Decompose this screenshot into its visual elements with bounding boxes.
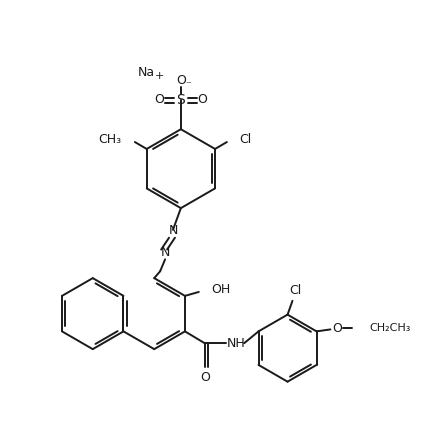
Text: N: N bbox=[168, 224, 178, 237]
Text: OH: OH bbox=[211, 284, 231, 297]
Text: NH: NH bbox=[227, 337, 246, 350]
Text: Na: Na bbox=[138, 65, 155, 78]
Text: O: O bbox=[200, 371, 210, 384]
Text: O: O bbox=[197, 93, 208, 106]
Text: O: O bbox=[333, 322, 342, 335]
Text: CH₂CH₃: CH₂CH₃ bbox=[370, 323, 411, 333]
Text: S: S bbox=[176, 93, 185, 107]
Text: ⁻: ⁻ bbox=[185, 80, 191, 90]
Text: Cl: Cl bbox=[240, 132, 252, 145]
Text: N: N bbox=[160, 246, 170, 259]
Text: +: + bbox=[154, 71, 164, 81]
Text: Cl: Cl bbox=[289, 284, 302, 297]
Text: O: O bbox=[154, 93, 164, 106]
Text: O: O bbox=[176, 74, 186, 87]
Text: CH₃: CH₃ bbox=[98, 132, 121, 145]
